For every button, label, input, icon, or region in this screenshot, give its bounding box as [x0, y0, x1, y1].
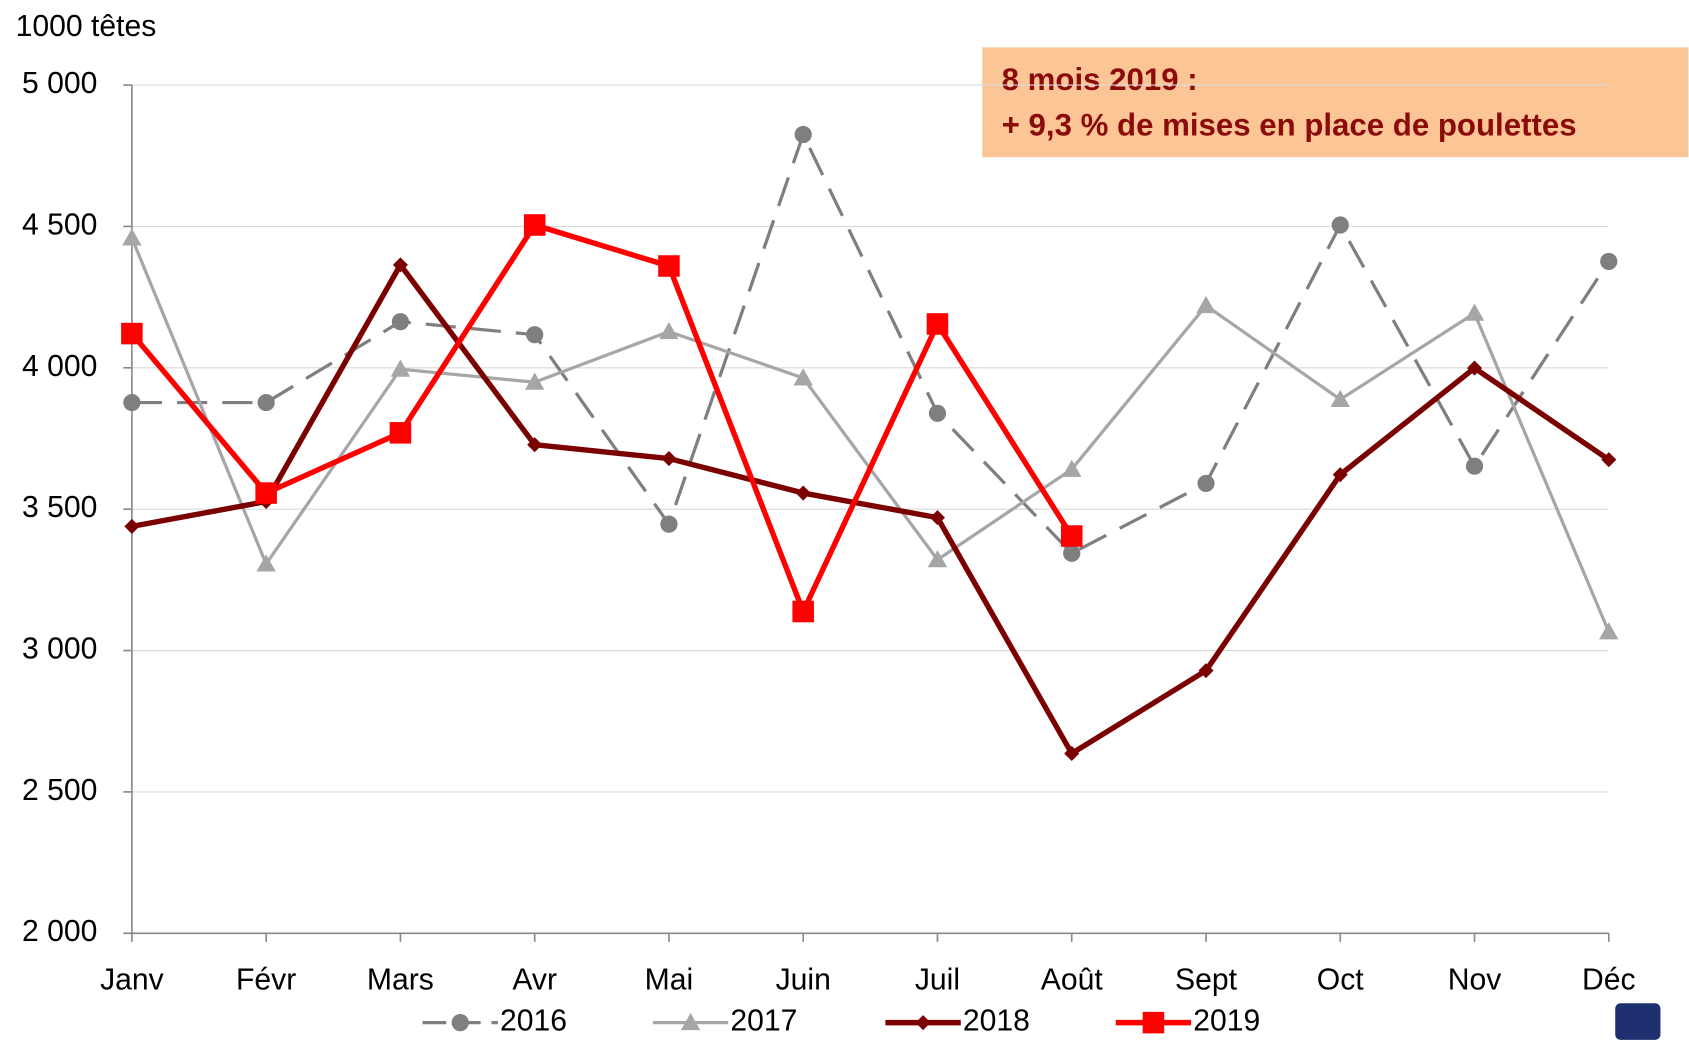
y-tick-label: 5 000 [22, 67, 97, 100]
series-line [129, 222, 1075, 615]
marker [1060, 525, 1083, 547]
x-tick-label: Août [1041, 964, 1104, 997]
marker [659, 321, 679, 340]
marker [123, 393, 141, 412]
marker [1332, 467, 1348, 483]
series-line [131, 132, 1611, 555]
legend-label: 2018 [963, 1005, 1030, 1038]
marker [1330, 389, 1350, 407]
marker [915, 1015, 931, 1031]
legend-label: 2017 [730, 1005, 797, 1038]
y-tick-label: 2 500 [22, 774, 97, 807]
marker [1600, 252, 1618, 271]
y-tick-label: 3 000 [22, 633, 97, 666]
marker [1196, 295, 1216, 314]
marker [1331, 216, 1349, 234]
marker [523, 214, 546, 236]
marker [661, 451, 677, 467]
x-tick-label: Janv [100, 964, 164, 997]
marker [926, 313, 949, 335]
x-tick-label: Oct [1317, 964, 1364, 997]
x-tick-label: Avr [512, 964, 557, 997]
marker [1062, 459, 1082, 477]
marker [1142, 1011, 1165, 1034]
x-tick-label: Févr [236, 964, 296, 997]
marker [1197, 474, 1215, 493]
marker [255, 482, 277, 504]
marker [390, 359, 411, 377]
y-axis-label: 1000 têtes [16, 10, 157, 43]
annotation-box [982, 47, 1689, 158]
marker [121, 322, 143, 345]
x-tick-label: Juil [915, 964, 960, 997]
logo [1615, 1003, 1661, 1040]
marker [451, 1014, 469, 1032]
marker [793, 368, 813, 386]
marker [927, 550, 948, 568]
annotation: 8 mois 2019 : [1002, 62, 1198, 97]
series-line [131, 262, 1611, 757]
annotation: + 9,3 % de mises en place de poulettes [1002, 107, 1577, 142]
marker [1465, 457, 1484, 475]
marker [1198, 663, 1214, 679]
legend-label: 2019 [1193, 1005, 1260, 1038]
marker [122, 228, 142, 246]
marker [389, 422, 412, 444]
marker [680, 1012, 701, 1031]
marker [527, 437, 543, 453]
marker [660, 515, 678, 533]
marker [256, 554, 276, 572]
marker [1064, 745, 1080, 761]
x-tick-label: Mars [367, 964, 434, 997]
marker [524, 372, 545, 390]
marker [795, 485, 811, 501]
marker [257, 393, 275, 412]
y-tick-label: 4 000 [22, 350, 97, 383]
x-tick-label: Déc [1582, 964, 1636, 997]
x-tick-label: Sept [1175, 964, 1238, 997]
marker [928, 404, 947, 422]
marker [1063, 544, 1081, 562]
marker [1464, 303, 1485, 321]
marker [794, 125, 812, 144]
marker [658, 255, 680, 277]
x-tick-label: Nov [1448, 964, 1502, 997]
marker [124, 518, 140, 534]
marker [792, 600, 814, 623]
x-tick-label: Juin [776, 964, 831, 997]
marker [1601, 452, 1617, 468]
y-tick-label: 2 000 [22, 915, 97, 948]
y-tick-label: 3 500 [22, 491, 97, 524]
y-tick-label: 4 500 [22, 208, 97, 241]
x-tick-label: Mai [645, 964, 694, 997]
marker [1599, 622, 1619, 640]
marker [526, 326, 544, 344]
marker [391, 313, 410, 331]
legend-label: 2016 [500, 1005, 567, 1038]
